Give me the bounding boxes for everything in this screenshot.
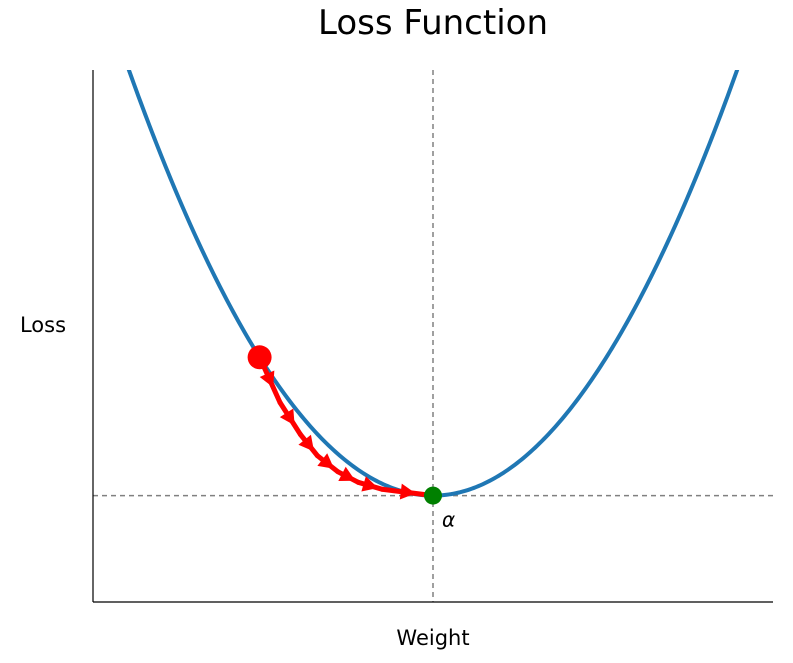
descent-arrowhead: [338, 466, 356, 481]
x-axis-label: Weight: [396, 626, 469, 650]
descent-arrowhead: [317, 453, 335, 469]
chart-title: Loss Function: [318, 3, 548, 43]
y-axis-label: Loss: [20, 313, 66, 337]
descent-arrowhead: [259, 370, 275, 388]
descent-arrowhead: [298, 434, 315, 452]
descent-arrowhead: [399, 483, 416, 500]
descent-arrowhead: [361, 476, 379, 492]
minimum-point-marker: [424, 486, 442, 505]
descent-arrowhead: [279, 408, 295, 426]
start-point-marker: [247, 345, 272, 370]
plot-area: [93, 70, 773, 602]
minimum-annotation: α: [442, 508, 455, 532]
